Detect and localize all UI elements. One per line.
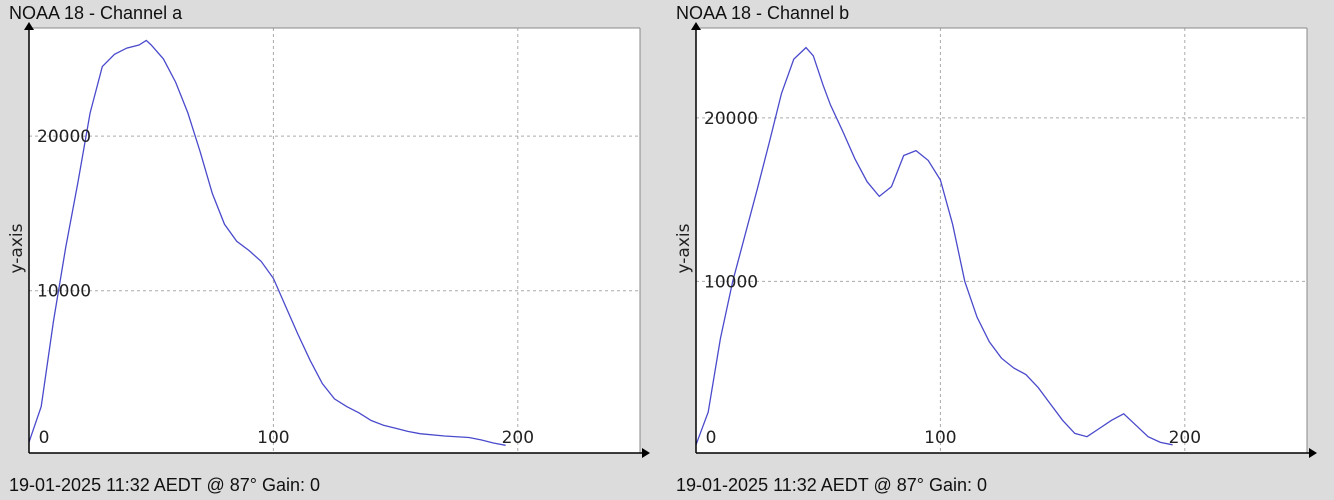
plot-area	[696, 28, 1307, 453]
series-line	[695, 46, 1173, 446]
x-tick-label: 0	[39, 428, 50, 448]
chart-title: NOAA 18 - Channel b	[676, 3, 850, 23]
chart-panel-a: NOAA 18 - Channel a 0 100 200 10000 20000 y-a…	[7, 3, 650, 495]
chart-a: 0 100 200 10000 20000 y-axis	[7, 22, 650, 458]
chart-footer: 19-01-2025 11:32 AEDT @ 87° Gain: 0	[676, 475, 988, 495]
y-axis-label: y-axis	[674, 223, 694, 273]
y-axis-arrow	[24, 22, 34, 30]
grid	[29, 28, 640, 453]
y-tick-label: 20000	[37, 127, 91, 147]
y-axis-arrow	[691, 22, 701, 30]
chart-footer: 19-01-2025 11:32 AEDT @ 87° Gain: 0	[9, 475, 321, 495]
x-tick-label: 200	[502, 428, 534, 448]
y-tick-label: 20000	[704, 109, 758, 129]
x-tick-label: 100	[257, 428, 289, 448]
y-tick-label: 10000	[37, 282, 91, 302]
x-tick-label: 200	[1169, 428, 1201, 448]
y-axis-label: y-axis	[7, 223, 27, 273]
x-tick-label: 0	[706, 428, 717, 448]
chart-panel-b: NOAA 18 - Channel b 0 100 200 10000 20000 y-a…	[667, 0, 1334, 500]
x-axis-arrow	[1309, 448, 1317, 458]
plot-area	[29, 28, 640, 453]
x-tick-label: 100	[924, 428, 956, 448]
chart-title: NOAA 18 - Channel a	[9, 3, 183, 23]
y-tick-label: 10000	[704, 272, 758, 292]
chart-b: 0 100 200 10000 20000 y-axis	[674, 22, 1317, 458]
grid	[696, 28, 1307, 453]
x-axis-arrow	[642, 448, 650, 458]
series-line	[28, 39, 506, 446]
